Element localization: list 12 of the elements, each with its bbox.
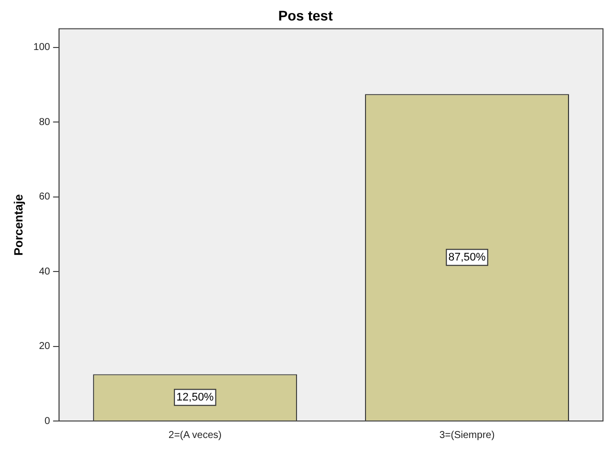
chart-title: Pos test [278,7,334,24]
y-axis-title: Porcentaje [12,194,26,256]
x-tick-label: 3=(Siempre) [439,430,495,441]
y-tick-label: 60 [38,192,51,203]
y-tick-label: 100 [33,42,51,54]
y-tick-label: 80 [38,116,51,128]
y-tick-label: 40 [38,266,51,278]
data-label: 87,50% [448,251,486,264]
y-tick-label: 20 [38,341,51,352]
y-tick-label: 0 [44,416,51,427]
x-tick-label: 2=(A veces) [168,430,222,441]
data-label: 12,50% [176,391,214,404]
